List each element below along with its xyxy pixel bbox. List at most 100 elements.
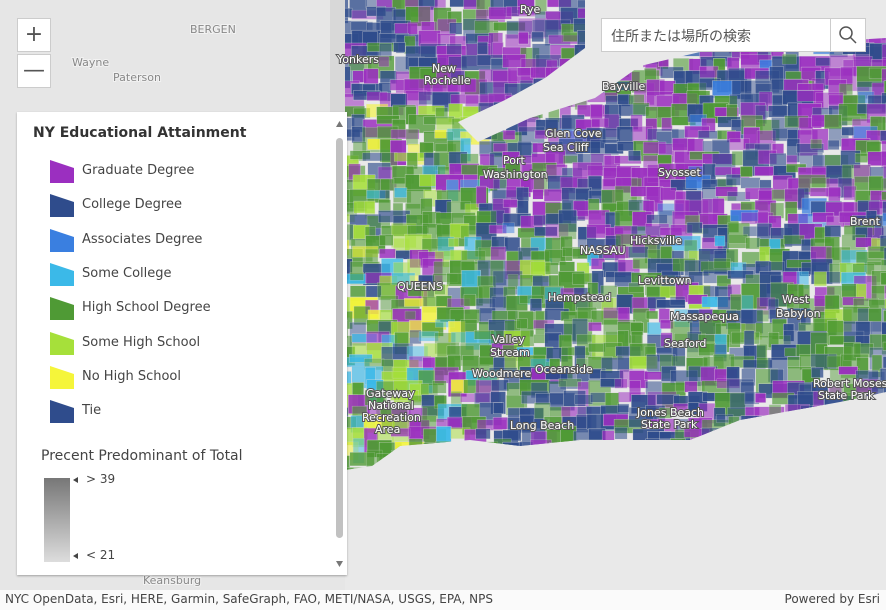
map-tract [881, 225, 886, 238]
map-tract [740, 415, 767, 429]
map-tract [754, 442, 781, 459]
map-tract [615, 441, 631, 466]
search-box[interactable]: 住所または場所の検索 [601, 18, 866, 52]
map-tract [588, 343, 606, 353]
map-tract [643, 464, 673, 470]
map-tract [882, 57, 886, 69]
map-tract [632, 466, 662, 470]
place-label: Glen Cove [545, 127, 602, 140]
legend-swatch [50, 262, 74, 286]
map-tract [699, 65, 719, 78]
map-tract [587, 463, 610, 470]
map-tract [530, 439, 552, 466]
place-label: Recreation [362, 411, 421, 424]
map-tract [434, 284, 446, 295]
map-tract [769, 439, 791, 464]
legend-label: Tie [82, 403, 102, 419]
map-tract [811, 453, 833, 470]
map-tract [432, 380, 447, 394]
map-tract [870, 443, 886, 467]
place-label: National [368, 399, 414, 412]
map-tract [488, 464, 503, 470]
place-label: Oceanside [535, 363, 593, 376]
legend-label: No High School [82, 368, 181, 384]
map-tract [880, 419, 886, 432]
map-tract [824, 114, 842, 130]
map-tract [842, 429, 865, 440]
map-tract [614, 378, 628, 389]
map-tract [843, 185, 857, 201]
map-tract [421, 463, 442, 470]
map-tract [882, 212, 886, 227]
map-tract [870, 402, 885, 427]
legend-title: NY Educational Attainment [33, 125, 247, 141]
map-tract [479, 175, 501, 189]
place-label: Yonkers [336, 53, 379, 66]
zoom-in-button[interactable]: + [17, 18, 51, 52]
map-tract [588, 322, 602, 332]
map-tract [366, 449, 383, 470]
map-tract [434, 467, 447, 470]
map-tract [520, 454, 549, 470]
map-tract [518, 467, 540, 470]
legend-swatch [50, 194, 74, 218]
map-tract [841, 126, 855, 136]
legend-panel: NY Educational Attainment Graduate Degre… [17, 112, 347, 575]
map-tract [656, 299, 686, 309]
map-tract [534, 129, 548, 140]
map-tract [464, 450, 478, 465]
map-tract [404, 310, 416, 320]
map-tract [800, 417, 816, 434]
map-tract [544, 262, 559, 275]
map-tract [740, 166, 753, 178]
scrollbar[interactable] [335, 120, 344, 568]
map-tract [882, 201, 886, 222]
place-label: State Park [818, 389, 875, 402]
map-tract [742, 453, 757, 470]
map-tract [449, 223, 470, 239]
map-tract [829, 335, 856, 345]
map-tract [645, 310, 659, 320]
map-tract [644, 371, 663, 381]
map-tract [391, 450, 405, 466]
map-tract [604, 452, 638, 470]
place-label: Valley [492, 333, 525, 346]
search-button[interactable] [830, 19, 865, 51]
map-tract [603, 465, 636, 470]
place-label: Robert Moses [813, 377, 886, 390]
map-tract [728, 416, 740, 441]
map-tract [829, 414, 862, 434]
map-tract [463, 293, 476, 307]
map-tract [477, 451, 500, 469]
map-tract [378, 56, 390, 67]
map-tract [756, 310, 769, 322]
map-tract [814, 431, 847, 457]
legend-label: Some High School [82, 334, 201, 350]
map-tract [376, 467, 391, 470]
map-tract [616, 126, 634, 144]
scroll-thumb[interactable] [336, 138, 343, 538]
map-tract [502, 222, 515, 234]
map-tract [799, 430, 813, 454]
map-tract [811, 440, 827, 449]
map-tract [614, 467, 629, 470]
search-placeholder: 住所または場所の検索 [611, 29, 751, 45]
map-tract [883, 247, 886, 266]
map-tract [745, 237, 761, 250]
map-tract [842, 463, 854, 470]
map-tract [715, 186, 738, 197]
place-label: Gateway [366, 387, 415, 400]
map-tract [614, 427, 628, 440]
map-tract [574, 394, 593, 405]
zoom-out-button[interactable]: — [17, 54, 51, 88]
map-tract [493, 438, 512, 455]
map-tract [826, 355, 843, 368]
powered-by: Powered by Esri [784, 592, 880, 606]
map-tract [531, 31, 544, 43]
map-tract [771, 464, 795, 470]
map-tract [713, 429, 741, 453]
map-tract [785, 439, 798, 466]
map-tract [869, 452, 886, 467]
map-tract [531, 450, 557, 470]
